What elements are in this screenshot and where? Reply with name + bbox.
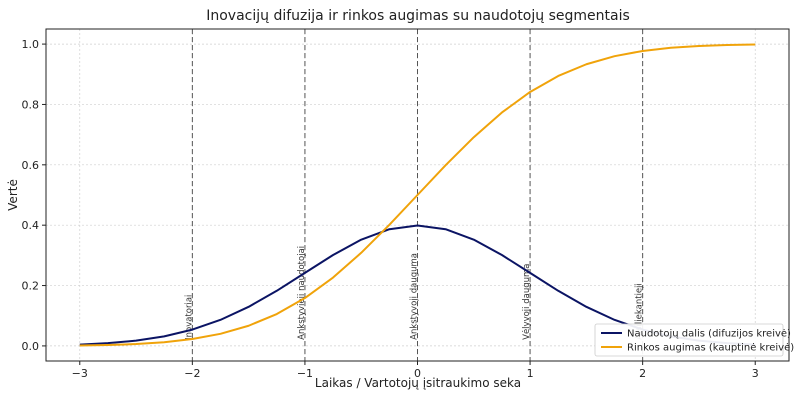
diffusion-point [304,272,306,274]
diffusion-point [360,239,362,241]
cumulative-point [698,45,700,47]
diffusion-point [332,254,334,256]
cumulative-point [163,341,165,343]
cumulative-point [557,75,559,77]
cumulative-point [389,224,391,226]
y-tick-label: 0.0 [22,340,40,353]
segment-label: Vėlyvoji dauguma [522,264,532,340]
legend-label-cumulative: Rinkos augimas (kauptinė kreivė) [627,343,794,354]
segment-label: Ankstyvoji dauguma [410,253,420,340]
diffusion-point [473,239,475,241]
cumulative-point [79,345,81,347]
cumulative-point [586,63,588,65]
cumulative-point [529,91,531,93]
cumulative-point [220,333,222,335]
diffusion-point [276,290,278,292]
tick-layer: −3 −2 −1 0 1 2 3 0.0 0.2 0.4 0.6 0.8 1.0 [22,38,759,380]
diffusion-point [135,340,137,342]
cumulative-point [276,313,278,315]
segment-lines: Inovatoriai Ankstyvieji naudotojai Ankstyv… [184,29,645,361]
diffusion-point [614,319,616,321]
x-tick-label: −1 [297,367,313,380]
segment-label: Inovatoriai [184,295,194,340]
diffusion-point [417,225,419,227]
y-tick-label: 0.4 [22,219,40,232]
legend-box [594,323,784,357]
y-tick-label: 0.2 [22,280,40,293]
chart-title: Inovacijų difuzija ir rinkos augimas su … [206,8,630,24]
cumulative-point [642,50,644,52]
diffusion-point [586,306,588,308]
cumulative-point [304,297,306,299]
x-tick-label: 1 [527,367,534,380]
y-tick-label: 1.0 [22,38,40,51]
x-tick-label: 3 [752,367,759,380]
cumulative-point [754,44,756,46]
cumulative-point [135,343,137,345]
y-tick-label: 0.6 [22,159,40,172]
diffusion-point [192,329,194,331]
x-tick-label: 0 [414,367,421,380]
cumulative-point [614,55,616,57]
legend: Naudotojų dalis (difuzijos kreivė) Rinko… [594,323,794,357]
series-line-cumulative [79,43,756,347]
cumulative-point [726,44,728,46]
x-axis-label: Laikas / Vartotojų įsitraukimo seka [315,376,521,390]
cumulative-point [445,164,447,166]
diffusion-point [501,254,503,256]
segment-label: Atsiliekantieji [635,283,645,340]
x-tick-label: −2 [184,367,200,380]
cumulative-point [332,277,334,279]
diffusion-point [107,342,109,344]
diffusion-point [220,319,222,321]
cumulative-point [360,252,362,254]
cumulative-point [248,325,250,327]
segment-label: Ankstyvieji naudotojai [297,246,307,340]
diffusion-point [445,228,447,230]
y-axis-label: Vertė [6,179,20,211]
x-tick-label: −3 [72,367,88,380]
diffusion-point [389,228,391,230]
cumulative-point [417,194,419,196]
diffusion-point [529,272,531,274]
diffusion-point [163,336,165,338]
cumulative-point [670,47,672,49]
legend-label-diffusion: Naudotojų dalis (difuzijos kreivė) [627,329,791,340]
cumulative-point [473,136,475,138]
x-tick-label: 2 [639,367,646,380]
cumulative-point [501,112,503,114]
y-tick-label: 0.8 [22,98,40,111]
cumulative-point [192,338,194,340]
diffusion-point [557,290,559,292]
diffusion-point [248,306,250,308]
cumulative-point [107,344,109,346]
